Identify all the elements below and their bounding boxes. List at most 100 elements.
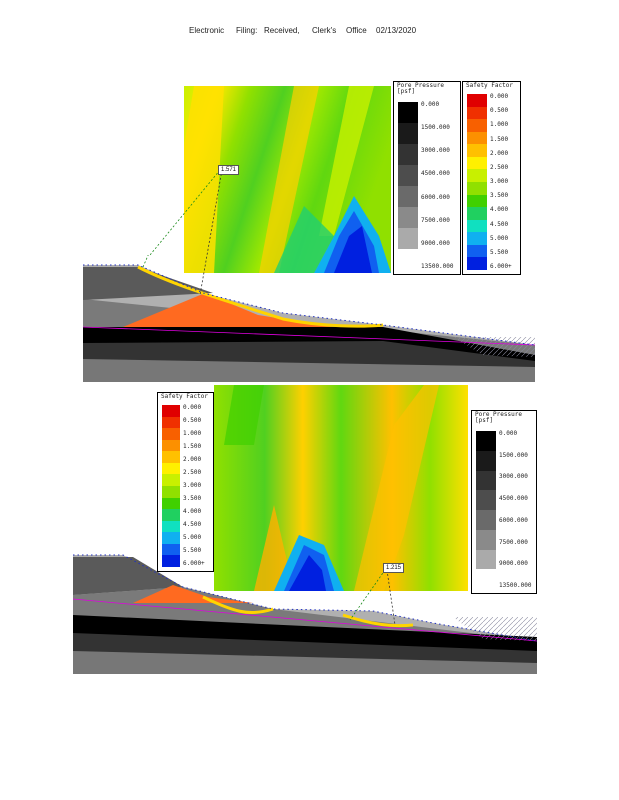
legend-swatch xyxy=(398,102,418,123)
header-received: Received, xyxy=(264,26,300,35)
legend-label: 5.500 xyxy=(183,547,202,554)
legend-title: Pore Pressure [psf] xyxy=(475,411,522,424)
legend-label: 0.000 xyxy=(183,404,202,411)
legend-title: Pore Pressure [psf] xyxy=(397,82,444,95)
bottom-safety-factor-callout: 1.215 xyxy=(383,563,405,573)
embankment xyxy=(133,585,253,603)
top-slope-section xyxy=(83,255,535,382)
legend-label: 1.500 xyxy=(183,443,202,450)
legend-title: Safety Factor xyxy=(466,82,513,89)
legend-label: 0.000 xyxy=(490,93,509,100)
header-filing: Filing: xyxy=(236,26,258,35)
legend-label: 6000.000 xyxy=(421,193,450,201)
legend-swatch xyxy=(476,450,496,471)
legend-label: 13500.000 xyxy=(499,582,532,589)
legend-swatch xyxy=(467,244,487,258)
legend-label: 3.000 xyxy=(490,178,509,185)
legend-swatch xyxy=(476,470,496,491)
legend-label: 2.500 xyxy=(490,163,509,171)
legend-label: 3000.000 xyxy=(499,473,528,481)
legend-label: 1.000 xyxy=(183,430,202,437)
legend-swatch xyxy=(467,106,487,120)
bottom-slope-section xyxy=(73,554,537,674)
legend-label: 6000.000 xyxy=(499,516,528,524)
top-pore-pressure-legend: Pore Pressure [psf] 0.000 1500.000 3000.000… xyxy=(393,81,461,275)
legend-swatch xyxy=(162,509,180,521)
top-contour-plot xyxy=(184,86,391,273)
legend-label: 2.000 xyxy=(490,149,509,157)
legend-label: 7500.000 xyxy=(421,216,450,224)
header-date: 02/13/2020 xyxy=(376,26,417,35)
header-clerks: Clerk's xyxy=(312,26,337,35)
ground-surface-markers xyxy=(73,554,537,642)
legend-label: 3000.000 xyxy=(421,147,450,155)
legend-swatch xyxy=(467,156,487,170)
legend-swatch xyxy=(476,510,496,530)
legend-label: 3.500 xyxy=(183,495,202,502)
legend-label: 0.500 xyxy=(183,417,202,424)
legend-swatch xyxy=(162,405,180,417)
legend-label: 0.000 xyxy=(499,430,518,437)
legend-label: 5.000 xyxy=(490,234,509,242)
legend-label: 0.000 xyxy=(421,101,440,108)
legend-label: 9000.000 xyxy=(421,239,450,247)
soil-layer-5 xyxy=(83,359,535,382)
legend-swatch xyxy=(476,549,496,570)
bottom-safety-factor-legend: Safety Factor 0.000 0.500 1.000 1.500 2.000 2… xyxy=(157,392,214,572)
legend-swatches xyxy=(398,102,418,270)
legend-swatch xyxy=(467,94,487,107)
legend-label: 6.000+ xyxy=(490,263,512,270)
legend-swatch xyxy=(398,228,418,249)
legend-label: 9000.000 xyxy=(499,560,528,568)
top-callout-leaders xyxy=(150,169,223,296)
legend-swatch xyxy=(476,490,496,510)
legend-label: 5.000 xyxy=(183,534,202,541)
filing-header: Electronic Filing: Received, Clerk's Off… xyxy=(189,26,449,38)
soil-upper-left xyxy=(83,267,213,300)
ground-surface-markers xyxy=(83,264,535,346)
legend-swatch xyxy=(162,485,180,498)
slip-surfaces xyxy=(202,595,414,628)
legend-swatch xyxy=(467,119,487,132)
legend-label: 4.000 xyxy=(183,508,202,515)
bottom-pore-pressure-legend: Pore Pressure [psf] 0.000 1500.000 3000.000… xyxy=(471,410,537,594)
legend-swatch xyxy=(398,207,418,228)
legend-label: 1.000 xyxy=(490,121,509,129)
legend-swatch xyxy=(162,543,180,556)
legend-swatch xyxy=(398,144,418,165)
legend-swatches xyxy=(467,94,487,270)
legend-label: 3.000 xyxy=(183,482,202,489)
legend-swatch xyxy=(162,451,180,463)
legend-swatch xyxy=(162,416,180,429)
legend-swatch xyxy=(467,181,487,195)
legend-swatch xyxy=(476,431,496,451)
legend-swatch xyxy=(476,529,496,550)
header-office: Office xyxy=(346,26,367,35)
legend-swatches xyxy=(162,405,180,567)
top-safety-factor-callout: 1.571 xyxy=(218,165,240,175)
legend-swatch xyxy=(162,428,180,440)
legend-label: 4.000 xyxy=(490,206,509,214)
legend-label: 4.500 xyxy=(490,220,509,228)
bottom-callout-leaders xyxy=(349,569,396,626)
legend-title: Safety Factor xyxy=(161,393,208,400)
legend-swatch xyxy=(467,207,487,220)
bottom-contour-plot xyxy=(214,385,468,591)
embankment xyxy=(123,293,333,327)
legend-swatch xyxy=(162,439,180,452)
legend-label: 2.000 xyxy=(183,456,202,463)
legend-swatch xyxy=(467,169,487,182)
legend-label: 1500.000 xyxy=(421,124,450,132)
legend-swatch xyxy=(162,462,180,475)
legend-swatch xyxy=(162,474,180,486)
legend-swatch xyxy=(162,555,180,567)
legend-label: 1500.000 xyxy=(499,451,528,459)
legend-swatch xyxy=(398,165,418,186)
legend-swatch xyxy=(467,232,487,245)
legend-label: 1.500 xyxy=(490,135,509,143)
legend-swatch xyxy=(398,249,418,270)
legend-label: 4500.000 xyxy=(421,170,450,178)
legend-swatch xyxy=(467,219,487,233)
legend-swatch xyxy=(467,257,487,270)
header-electronic: Electronic xyxy=(189,26,225,35)
